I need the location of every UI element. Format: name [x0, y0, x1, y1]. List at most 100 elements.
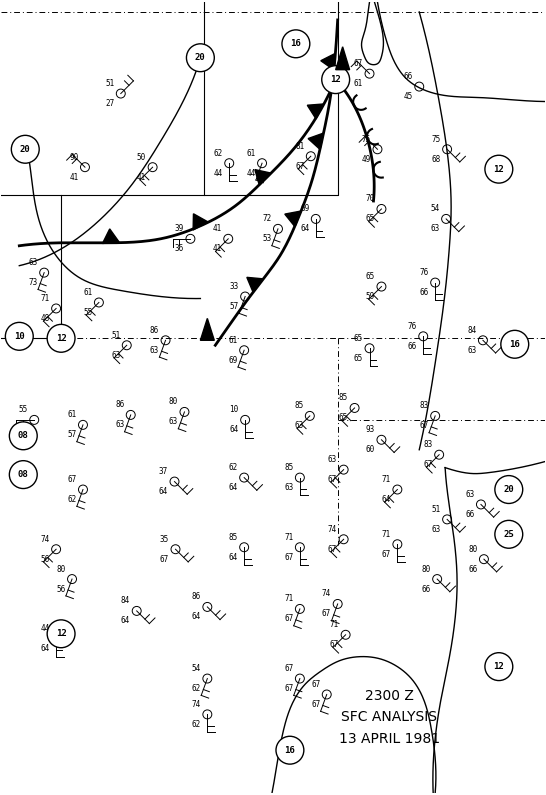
Text: 70: 70 [366, 195, 375, 204]
Text: 74: 74 [322, 589, 331, 599]
Text: 84: 84 [121, 596, 130, 606]
Text: 16: 16 [284, 746, 295, 754]
Text: 64: 64 [40, 644, 50, 653]
Text: 36: 36 [175, 244, 184, 254]
Polygon shape [321, 53, 335, 70]
Text: 67: 67 [311, 680, 321, 689]
Text: 63: 63 [284, 483, 293, 492]
Polygon shape [103, 229, 119, 243]
Text: 62: 62 [67, 495, 76, 504]
Text: 67: 67 [295, 161, 304, 171]
Text: 44: 44 [213, 169, 223, 177]
Text: 86: 86 [115, 401, 124, 409]
Text: 50: 50 [137, 153, 146, 161]
Text: 83: 83 [419, 401, 429, 410]
Text: 39: 39 [175, 224, 184, 234]
Text: 74: 74 [40, 535, 50, 544]
Circle shape [47, 620, 75, 648]
Text: 80: 80 [468, 545, 477, 553]
Text: 60: 60 [366, 445, 375, 454]
Text: 71: 71 [40, 294, 50, 303]
Text: 80: 80 [422, 564, 431, 574]
Text: 59: 59 [366, 292, 375, 301]
Text: 67: 67 [67, 475, 76, 484]
Text: 64: 64 [192, 612, 201, 622]
Circle shape [276, 736, 304, 764]
Text: 67: 67 [322, 610, 331, 619]
Text: 67: 67 [419, 421, 429, 430]
Circle shape [5, 323, 33, 351]
Text: 62: 62 [213, 149, 223, 157]
Text: 13 APRIL 1981: 13 APRIL 1981 [339, 732, 440, 747]
Text: 74: 74 [328, 525, 337, 533]
Text: 66: 66 [403, 72, 413, 81]
Text: 66: 66 [407, 342, 417, 351]
Text: 67: 67 [160, 555, 169, 564]
Text: 67: 67 [330, 640, 339, 650]
Polygon shape [308, 133, 323, 149]
Text: 57: 57 [229, 302, 239, 311]
Text: 67: 67 [311, 700, 321, 709]
Text: 85: 85 [228, 533, 238, 541]
Text: 20: 20 [20, 145, 31, 153]
Text: 66: 66 [419, 288, 429, 297]
Text: 08: 08 [18, 432, 28, 440]
Text: 84: 84 [467, 326, 477, 335]
Text: 80: 80 [56, 564, 66, 574]
Text: 74: 74 [192, 700, 201, 709]
Text: 56: 56 [56, 584, 66, 594]
Text: 69: 69 [300, 204, 310, 213]
Circle shape [282, 30, 310, 58]
Text: 75: 75 [431, 135, 441, 144]
Polygon shape [307, 104, 323, 119]
Text: 48: 48 [40, 314, 50, 323]
Text: 73: 73 [28, 278, 38, 287]
Text: 68: 68 [431, 155, 441, 164]
Text: 63: 63 [465, 490, 474, 499]
Polygon shape [285, 211, 301, 227]
Text: 41: 41 [212, 224, 222, 234]
Text: 44: 44 [246, 169, 256, 177]
Text: 55: 55 [19, 405, 28, 414]
Polygon shape [247, 277, 263, 293]
Text: 10: 10 [14, 332, 25, 341]
Text: 72: 72 [262, 215, 271, 223]
Text: 44: 44 [40, 624, 50, 634]
Text: 85: 85 [339, 394, 348, 402]
Text: 20: 20 [195, 53, 206, 62]
Text: 12: 12 [56, 630, 67, 638]
Text: 61: 61 [354, 80, 363, 88]
Text: 49: 49 [362, 155, 371, 164]
Text: 20: 20 [503, 485, 514, 494]
Text: 65: 65 [354, 354, 363, 363]
Text: 85: 85 [284, 463, 293, 472]
Text: 63: 63 [28, 258, 38, 267]
Text: 86: 86 [192, 592, 201, 602]
Circle shape [322, 66, 349, 94]
Text: 12: 12 [494, 165, 504, 173]
Text: 41: 41 [69, 173, 79, 181]
Text: 81: 81 [295, 142, 304, 151]
Text: 80: 80 [169, 398, 178, 406]
Text: 90: 90 [69, 153, 79, 161]
Text: 71: 71 [382, 529, 391, 539]
Text: 67: 67 [354, 59, 363, 68]
Polygon shape [200, 319, 214, 340]
Text: 57: 57 [67, 430, 76, 440]
Text: 64: 64 [229, 425, 239, 434]
Circle shape [495, 475, 523, 503]
Text: 41: 41 [212, 244, 222, 254]
Text: 61: 61 [67, 410, 76, 420]
Text: 51: 51 [111, 331, 120, 339]
Text: 12: 12 [494, 662, 504, 671]
Text: 08: 08 [18, 470, 28, 479]
Text: 71: 71 [284, 595, 293, 603]
Text: 64: 64 [382, 495, 391, 504]
Text: 41: 41 [137, 173, 146, 181]
Text: 63: 63 [294, 421, 304, 430]
Text: 54: 54 [430, 204, 440, 213]
Text: 55: 55 [83, 308, 92, 317]
Text: 93: 93 [366, 425, 375, 434]
Text: 2300 Z: 2300 Z [365, 688, 414, 703]
Text: 63: 63 [115, 421, 124, 429]
